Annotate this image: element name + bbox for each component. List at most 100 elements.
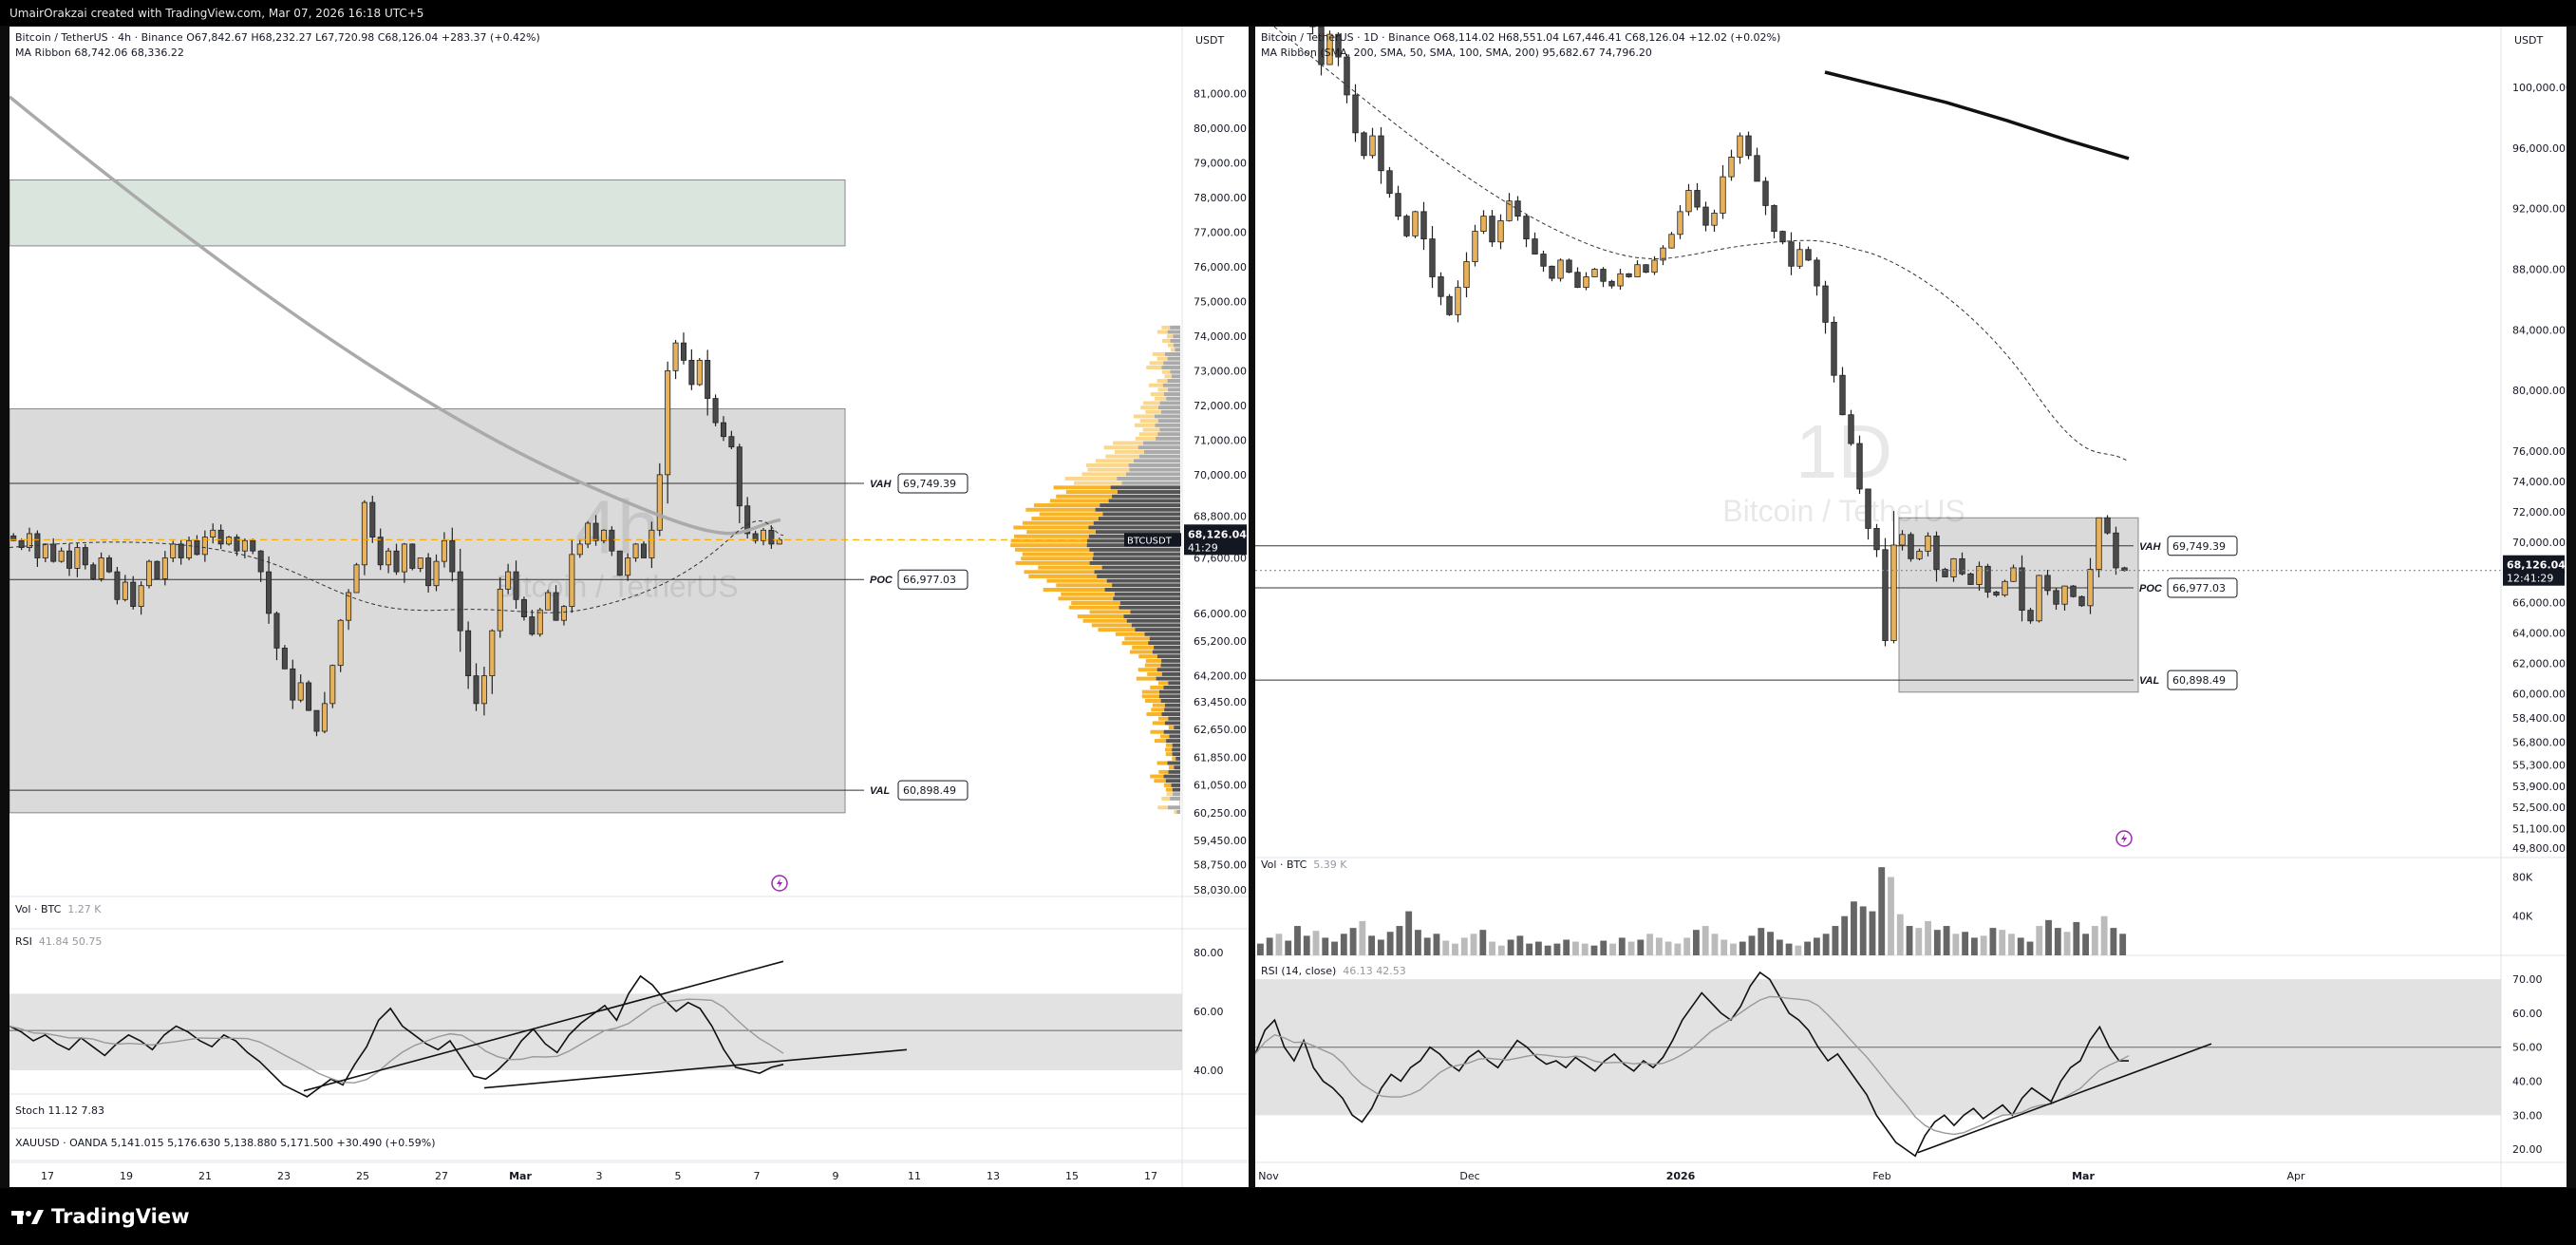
price-candle [34,533,41,558]
poc-value: 66,977.03 [2172,582,2226,594]
currency-label: USDT [2514,34,2544,47]
val-badge [897,780,968,801]
volume-profile-bar [1102,512,1180,517]
volume-profile-bar [1168,387,1180,392]
volume-profile-bar [1086,462,1129,467]
volume-profile-bar [1091,623,1132,628]
volume-profile-bar [1166,792,1174,797]
price-candle [600,529,607,541]
price-tick: 60,000.00 [2512,688,2566,700]
volume-profile-bar [1147,671,1162,676]
volume-profile-bar [1161,365,1180,369]
price-tick: 70,000.00 [2512,537,2566,549]
volume-bar [1405,911,1413,955]
price-tick: 63,450.00 [1194,696,1247,708]
volume-profile-bar [1164,721,1180,726]
volume-bar [1980,935,1987,955]
price-candle [505,571,512,590]
volume-bar [2036,926,2043,955]
volume-profile-bar [1082,618,1127,623]
volume-profile-bar [1161,369,1171,374]
price-candle [2087,569,2094,607]
price-candle [569,554,575,608]
price-candle [632,543,639,558]
price-candle [712,398,719,424]
chart-panel-1d[interactable]: 1D Bitcoin / TetherUS VAH 69,749.39 POC 66,97… [1255,27,2567,1187]
volume-profile-bar [1152,650,1180,654]
price-tick: 79,000.00 [1194,157,1247,169]
volume-bar [1415,930,1421,955]
volume-bar [2119,934,2127,955]
tradingview-logo[interactable]: TradingView [11,1205,189,1228]
volume-bar [1989,928,1997,955]
volume-profile-bar [1145,409,1161,414]
volume-profile-bar [1170,369,1180,374]
price-candle [1395,193,1401,217]
volume-bar [1795,945,1802,955]
price-candle [154,560,160,579]
price-candle [114,571,121,600]
chart-panel-4h[interactable]: 4h Bitcoin / TetherUS VAH 69,749.39 POC 66,97… [9,27,1249,1187]
volume-bar [1683,937,1691,955]
val-value: 60,898.49 [2172,674,2226,687]
volume-profile-bar [1159,427,1180,432]
legend-ma-ribbon-4h: MA Ribbon 68,742.06 68,336.22 [15,47,184,59]
volume-bar [2091,926,2098,955]
price-candle [560,606,567,621]
volume-bar [1312,931,1320,955]
price-candle [1369,135,1376,157]
price-candle [281,648,288,670]
volume-bar [1349,928,1357,955]
price-candle [656,474,663,531]
volume-profile-bar [1167,330,1180,334]
volume-profile-bar [1106,578,1180,583]
price-candle [529,616,536,635]
price-candle [273,613,280,649]
volume-bar [1507,939,1514,955]
price-candle [90,564,97,579]
volume-profile-bar [1141,689,1159,694]
volume-profile-bar [1163,774,1180,779]
price-candle [146,560,153,587]
volume-bar [1720,939,1728,955]
volume-profile-bar [1174,726,1180,730]
last-price-value: 68,126.04 [1188,528,1247,540]
volume-profile-bar [1103,445,1138,450]
volume-profile-bar [1168,769,1180,774]
val-label: VAL [870,785,890,797]
price-candle [1344,56,1350,96]
volume-bar [2008,934,2015,955]
time-tick: 19 [120,1170,133,1182]
price-candle [1831,321,1837,376]
volume-profile-bar [1168,726,1175,730]
legend-ohlc-1d: Bitcoin / TetherUS · 1D · Binance O68,11… [1261,31,1781,44]
volume-bar [1999,930,2006,955]
price-candle [1694,190,1701,208]
rsi-values: 46.13 42.53 [1343,965,1406,977]
volume-profile-bar [1157,432,1180,437]
volume-profile-bar [1095,530,1180,535]
volume-profile-bar [1168,765,1175,770]
volume-profile-bar [1095,459,1135,463]
rsi-trendline [1917,1043,2212,1154]
price-candle [1754,155,1760,182]
price-candle [313,709,320,732]
volume-profile-bar [1049,499,1109,503]
price-candle [201,537,208,556]
volume-profile-bar [1134,423,1156,427]
volume-profile-bar [1175,348,1180,352]
price-tick: 88,000.00 [2512,263,2566,275]
volume-profile-bar [1136,676,1156,681]
time-tick: 23 [277,1170,291,1182]
volume-bar [1377,939,1384,955]
volume-profile-bar [1130,610,1180,614]
volume-profile-bar [1165,747,1173,752]
price-candle [1668,234,1675,249]
price-candle [2053,590,2059,605]
price-candle [1839,374,1846,416]
symbol-tag-label: BTCUSDT [1127,536,1173,546]
volume-profile-bar [1158,694,1180,699]
vah-label: VAH [870,479,892,490]
